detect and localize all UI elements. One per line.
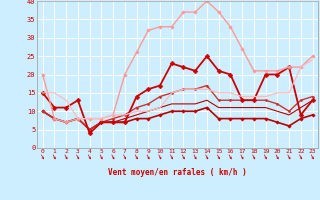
X-axis label: Vent moyen/en rafales ( km/h ): Vent moyen/en rafales ( km/h ) [108, 168, 247, 177]
